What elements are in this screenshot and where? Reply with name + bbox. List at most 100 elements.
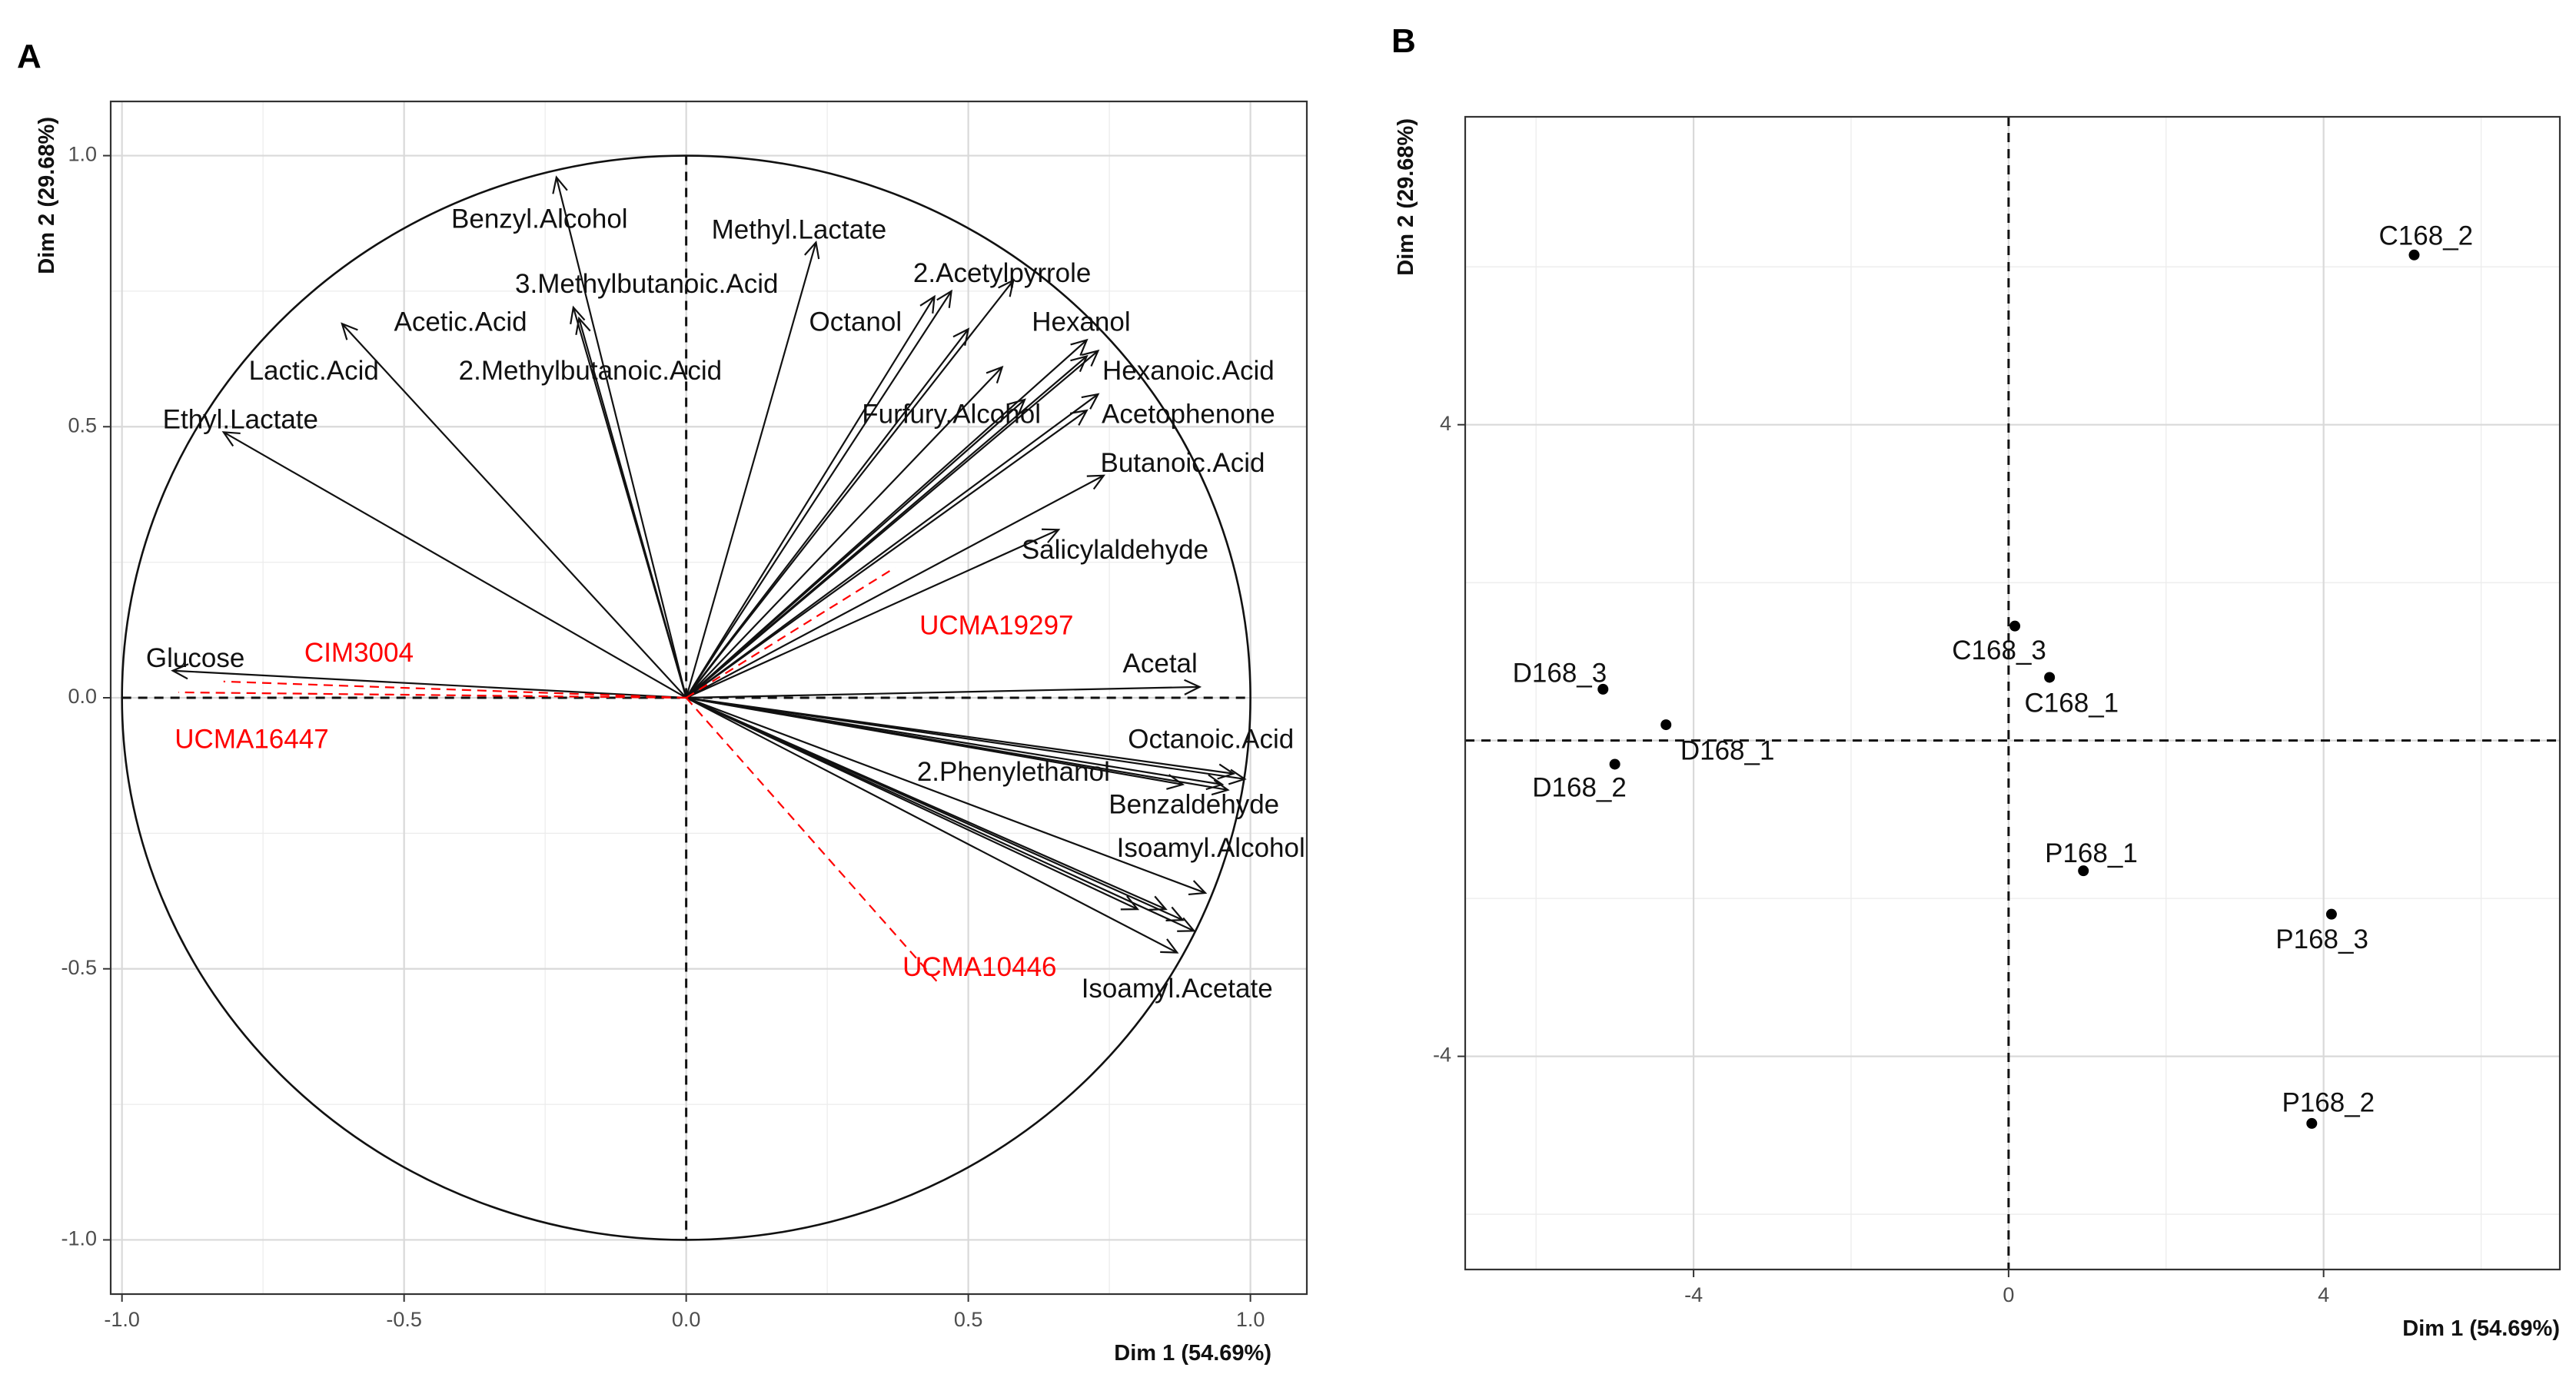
arrow-isoamyl-alcohol [686,696,1208,896]
label-acetic-acid: Acetic.Acid [394,307,527,337]
panel-b-y-axis: -4 4 [1433,412,1465,1067]
arrow-furfury-alcohol [685,398,1026,699]
label-methyl-lactate: Methyl.Lactate [712,215,887,245]
arrow-shaft [686,566,896,699]
arrow-butanoic-acid [686,474,1106,699]
arrow-shaft [685,280,1015,699]
arrow-head [552,175,568,194]
panel-b-x-axis-title: Dim 1 (54.69%) [2402,1316,2560,1341]
arrow-ucma19297 [686,566,896,699]
arrow-shaft [555,177,687,699]
arrow-head [570,305,586,324]
arrow-shaft [178,691,686,699]
arrow-ucma16447 [178,691,686,699]
arrow-head [1166,774,1185,790]
arrow-head [986,365,1004,383]
label-ucma19297: UCMA19297 [919,611,1073,641]
label-2-acetylpyrrole: 2.Acetylpyrrole [913,258,1091,288]
panel-b-frame [1464,115,2561,1271]
arrow-shaft [686,474,1105,699]
y-tick-label: -1.0 [61,1227,97,1250]
label-acetophenone: Acetophenone [1102,399,1275,429]
y-tick-label: 0.5 [68,413,97,436]
arrow-head [221,431,241,447]
panel-b-label: B [1391,22,1416,60]
point-p168-3 [2325,908,2337,920]
arrow-acetic-acid [575,316,687,699]
arrow-shaft [685,399,1025,699]
label-2-methylbutanoic-acid: 2.Methylbutanoic.Acid [459,356,722,386]
arrow-head [1148,895,1168,911]
arrow-shaft [685,328,969,699]
arrow-head [341,322,358,340]
arrow-shaft [685,296,936,699]
point-label-p168-3: P168_3 [2275,924,2368,954]
label-acetal: Acetal [1123,649,1198,679]
arrow-shaft [685,366,1003,699]
arrow-head [1081,349,1100,367]
arrow-acetal [686,679,1202,699]
y-tick-label: 1.0 [68,143,97,166]
arrow-shaft [685,350,1099,699]
label-salicylaldehyde: Salicylaldehyde [1022,535,1208,565]
arrow-shaft [686,696,1223,785]
panel-b-y-axis-title: Dim 2 (29.68%) [1394,118,1418,276]
point-d168-3 [1597,683,1609,695]
arrow-shaft [578,317,687,699]
arrow-shaft [686,685,1200,699]
arrow-head [171,663,189,680]
arrow-shaft [686,696,1206,894]
arrow-unnamed [686,696,1168,911]
arrow-shaft [685,290,952,699]
arrow-cim3004 [223,680,686,699]
arrow-shaft [685,242,817,699]
y-tick-label: -0.5 [61,956,97,979]
arrow-head [1070,354,1089,373]
arrow-unnamed [685,327,970,699]
label-octanoic-acid: Octanoic.Acid [1128,725,1294,755]
x-tick-label: -4 [1684,1283,1703,1306]
arrow-head [1120,895,1140,911]
point-p168-1 [2078,865,2089,877]
point-label-d168-3: D168_3 [1513,659,1607,689]
arrow-head [1086,474,1106,490]
point-label-d168-1: D168_1 [1680,735,1775,765]
label-furfury-alcohol: Furfury.Alcohol [862,399,1041,429]
x-tick-label: 4 [2318,1283,2329,1306]
arrow-glucose [171,663,686,699]
panel-a-y-axis-title: Dim 2 (29.68%) [35,117,59,274]
arrow-acetophenone [686,409,1089,699]
label-benzaldehyde: Benzaldehyde [1109,789,1279,819]
arrow-head [998,278,1015,297]
panel-a-variable-arrows [171,175,1247,986]
label-2-phenylethanol: 2.Phenylethanol [917,757,1110,787]
y-tick-label: -4 [1433,1044,1451,1067]
arrow-shaft [686,697,1178,954]
arrow-shaft [223,431,687,699]
arrow-head [1081,393,1100,410]
panel-b-grid [1465,117,2560,1269]
label-lactic-acid: Lactic.Acid [249,356,379,386]
label-butanoic-acid: Butanoic.Acid [1101,448,1265,478]
arrow-head [1177,917,1196,932]
arrow-unnamed [685,294,936,699]
panel-b: B C168_2 C168_3 C168_1 D168_3 D168_1 D168_2 P1… [1391,22,2561,1341]
arrow-isoamyl-acetate [686,697,1179,954]
arrow-shaft [341,323,687,699]
point-c168-3 [2009,620,2021,632]
label-ethyl-lactate: Ethyl.Lactate [163,404,318,434]
point-c168-1 [2044,672,2056,683]
arrow-unnamed [686,696,1225,791]
x-tick-label: -1.0 [104,1308,140,1331]
arrow-head [1070,338,1089,357]
arrow-head [804,240,820,260]
arrow-unnamed [686,697,1140,911]
point-label-d168-2: D168_2 [1532,773,1627,803]
x-tick-label: 0.5 [954,1308,983,1331]
arrow-shaft [686,529,1059,699]
arrow-2-methylbutanoic-acid [685,365,1004,699]
arrow-unnamed [685,349,1100,699]
panel-a: A Benzyl.Alcohol Methyl.Lactate 3.Methylbu… [17,38,1308,1366]
